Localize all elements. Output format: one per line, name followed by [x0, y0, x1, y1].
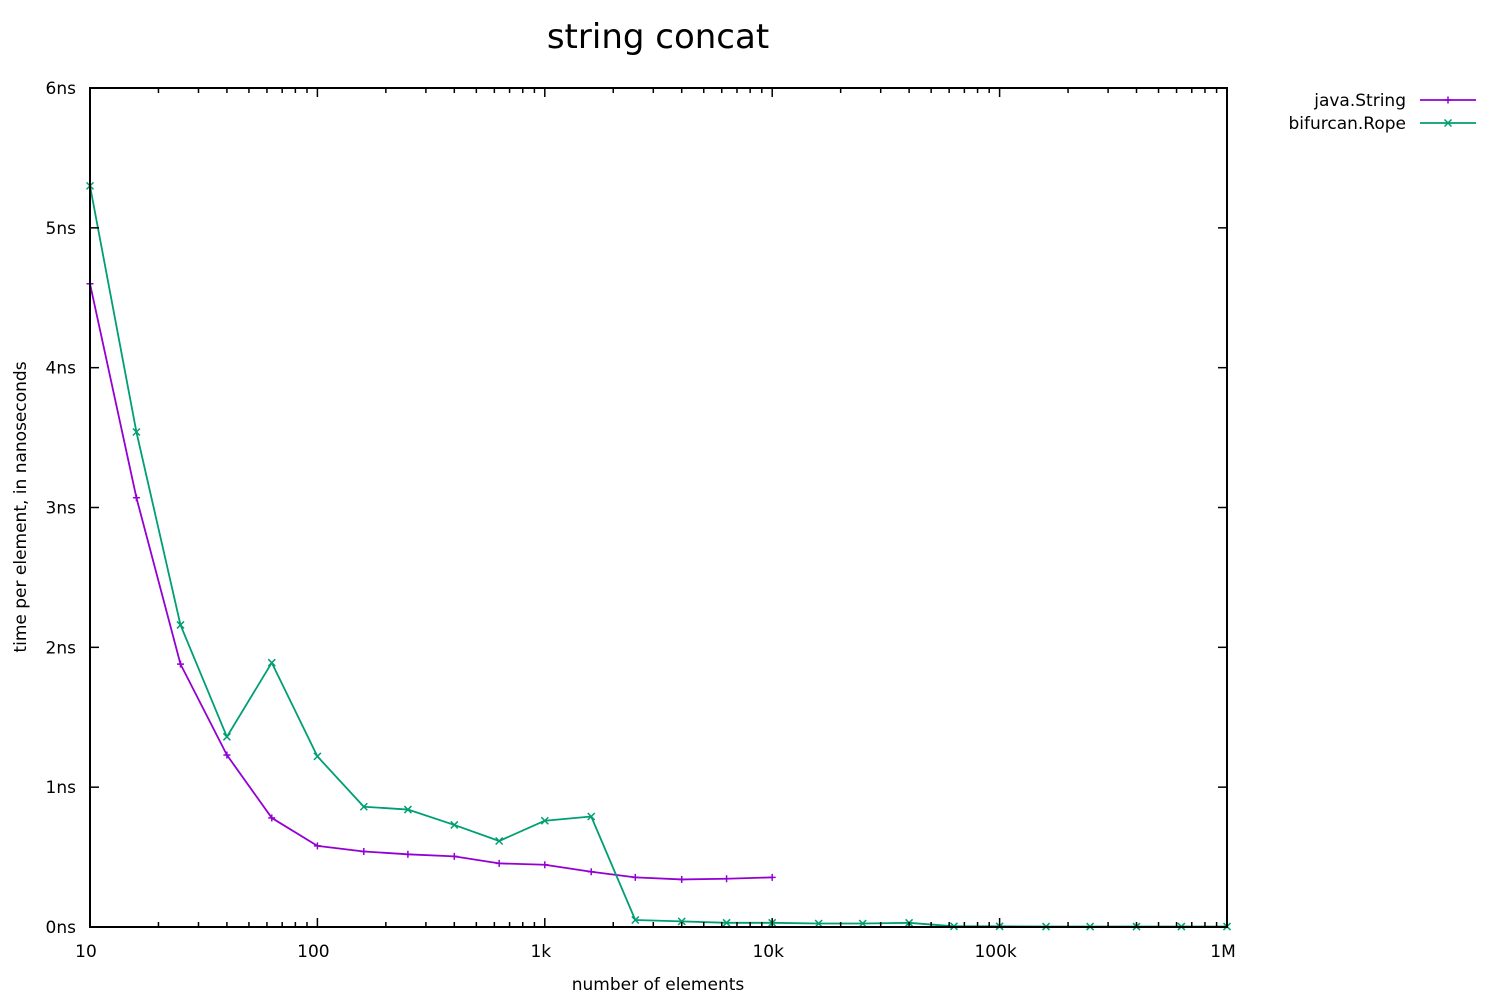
y-tick-label: 2ns — [46, 638, 77, 658]
data-point-java-string — [360, 847, 368, 855]
data-point-java-string — [541, 861, 549, 869]
data-point-bifurcan-rope — [359, 802, 368, 811]
x-tick-label: 100 — [297, 942, 329, 962]
data-point-bifurcan-rope — [858, 919, 867, 928]
data-point-java-string — [313, 842, 321, 850]
series-line-java-string — [89, 283, 773, 881]
data-point-bifurcan-rope — [495, 836, 504, 846]
data-point-java-string — [404, 850, 412, 858]
legend: java.String bifurcan.Rope — [1288, 91, 1476, 134]
data-point-bifurcan-rope — [267, 658, 276, 667]
data-point-bifurcan-rope — [403, 805, 412, 814]
y-tick-label: 4ns — [46, 359, 77, 379]
data-point-bifurcan-rope — [540, 816, 549, 825]
y-tick-label: 6ns — [46, 79, 77, 99]
chart-title: string concat — [547, 17, 769, 57]
x-tick-label: 1k — [530, 942, 551, 962]
data-point-bifurcan-rope — [176, 620, 185, 629]
legend-marker-java-string — [1444, 96, 1452, 104]
data-point-java-string — [723, 875, 731, 883]
y-axis-label: time per element, in nanoseconds — [11, 361, 31, 652]
data-point-bifurcan-rope — [450, 820, 459, 829]
y-tick-label: 5ns — [46, 219, 77, 239]
data-point-bifurcan-rope — [587, 812, 596, 821]
axes: 0ns 1ns 2ns 3ns 4ns 5ns 6ns 10 100 1k 10k 100k 1M — [46, 79, 1236, 962]
data-point-java-string — [768, 873, 776, 881]
x-tick-label: 1M — [1210, 942, 1235, 962]
data-point-java-string — [223, 751, 231, 759]
data-point-java-string — [587, 868, 595, 876]
x-axis-label: number of elements — [572, 975, 745, 995]
data-point-bifurcan-rope — [814, 919, 823, 928]
legend-label-bifurcan-rope: bifurcan.Rope — [1288, 114, 1406, 134]
y-tick-label: 0ns — [46, 918, 77, 938]
data-point-bifurcan-rope — [631, 915, 640, 925]
data-point-java-string — [495, 859, 503, 867]
x-tick-label: 100k — [974, 942, 1016, 962]
x-tick-label: 10k — [752, 942, 784, 962]
data-point-bifurcan-rope — [677, 917, 686, 926]
x-tick-label: 10 — [75, 942, 97, 962]
data-point-bifurcan-rope — [313, 752, 322, 761]
data-point-bifurcan-rope — [132, 427, 141, 437]
plot-area — [85, 181, 1232, 931]
series-line-bifurcan-rope — [89, 185, 1227, 928]
data-point-java-string — [631, 873, 639, 881]
data-point-java-string — [132, 494, 140, 502]
legend-label-java-string: java.String — [1313, 91, 1406, 111]
data-point-bifurcan-rope — [722, 918, 731, 927]
legend-marker-bifurcan-rope — [1443, 118, 1453, 128]
data-point-java-string — [678, 875, 686, 883]
data-point-bifurcan-rope — [222, 732, 231, 741]
data-point-java-string — [268, 814, 276, 822]
y-tick-label: 1ns — [46, 778, 77, 798]
data-point-java-string — [450, 852, 458, 860]
data-point-java-string — [176, 660, 184, 668]
y-tick-label: 3ns — [46, 499, 77, 519]
